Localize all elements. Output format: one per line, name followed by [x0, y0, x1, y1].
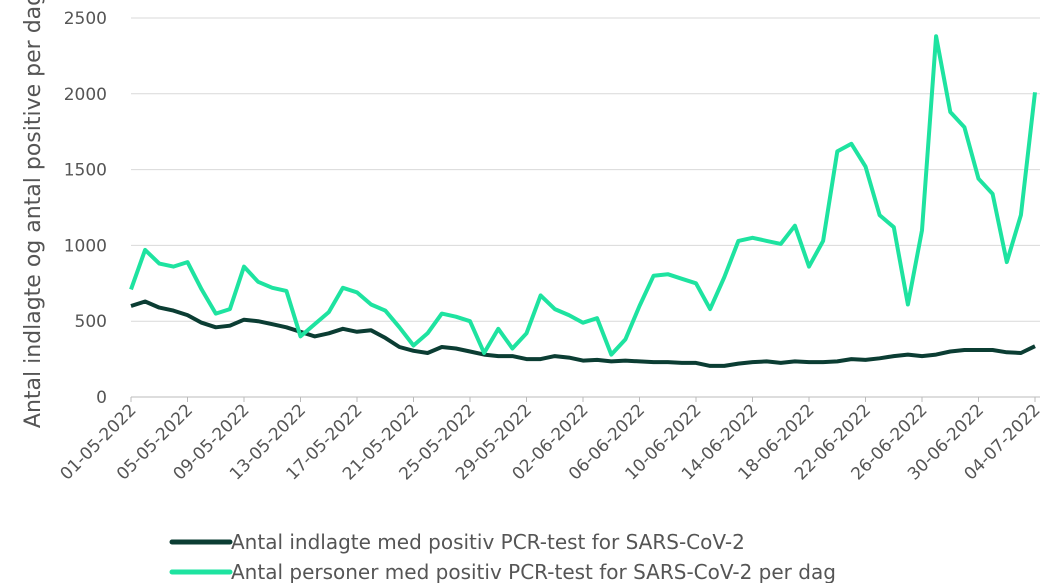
y-tick-label: 1000	[64, 236, 107, 256]
y-tick-label: 0	[96, 388, 107, 408]
y-tick-label: 1500	[64, 161, 107, 181]
y-axis-title: Antal indlagte og antal positive per dag	[21, 0, 46, 428]
series-line	[129, 34, 1037, 357]
legend-label: Antal personer med positiv PCR-test for …	[231, 560, 836, 583]
series-line	[130, 299, 1036, 368]
y-tick-label: 2000	[64, 85, 107, 105]
y-tick-label: 2500	[64, 9, 107, 29]
legend-label: Antal indlagte med positiv PCR-test for …	[231, 530, 745, 554]
y-tick-label: 500	[75, 312, 107, 332]
